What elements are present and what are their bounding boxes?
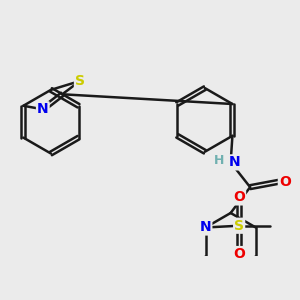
Text: H: H: [214, 154, 224, 167]
Text: N: N: [37, 102, 49, 116]
Text: O: O: [233, 247, 245, 261]
Text: S: S: [75, 74, 85, 88]
Text: O: O: [233, 190, 245, 204]
Text: S: S: [234, 219, 244, 233]
Text: N: N: [229, 155, 241, 170]
Text: N: N: [200, 220, 211, 235]
Text: O: O: [279, 175, 291, 189]
